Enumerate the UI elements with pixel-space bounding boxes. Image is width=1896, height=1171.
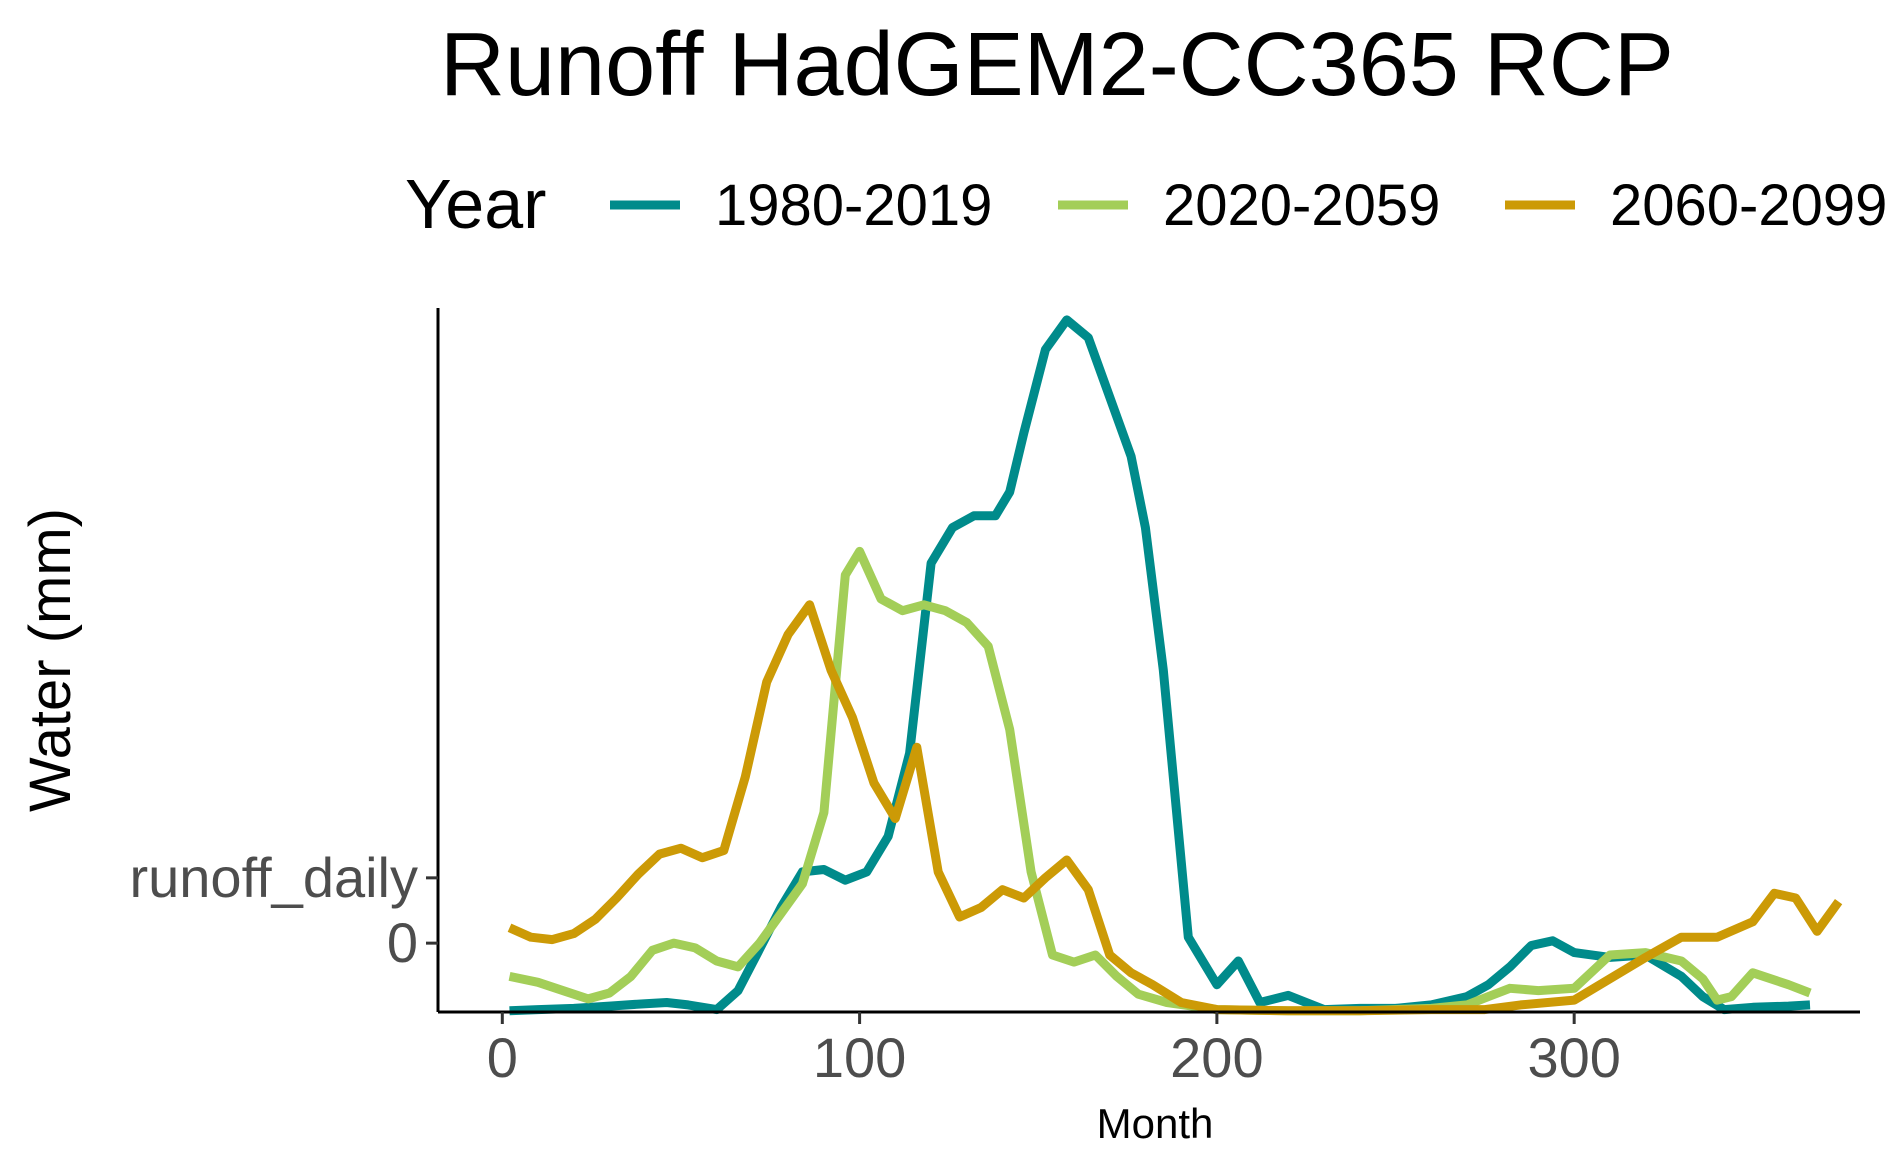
y-tick-label: 0 <box>387 911 418 974</box>
x-tick-label: 300 <box>1527 1026 1620 1089</box>
x-tick-label: 200 <box>1170 1026 1263 1089</box>
chart-title: Runoff HadGEM2-CC365 RCP <box>440 15 1674 115</box>
series-line-1980-2019 <box>509 315 1811 1016</box>
x-axis-ticks: 0 100 200 300 <box>487 1012 1621 1089</box>
y-tick-label: runoff_daily <box>129 846 418 909</box>
legend-title: Year <box>405 165 546 243</box>
legend-label-2020-2059: 2020-2059 <box>1163 173 1440 238</box>
legend-label-2060-2099: 2060-2099 <box>1610 173 1887 238</box>
series-layer <box>507 315 1843 1016</box>
x-axis-title: Month <box>1097 1100 1214 1147</box>
x-tick-label: 100 <box>813 1026 906 1089</box>
x-tick-label: 0 <box>487 1026 518 1089</box>
legend-label-1980-2019: 1980-2019 <box>715 173 992 238</box>
legend: Year 1980-2019 2020-2059 2060-2099 <box>405 165 1887 243</box>
series-line-2020-2059 <box>508 546 1812 1016</box>
series-line-2060-2099 <box>507 600 1843 1016</box>
y-axis-title: Water (mm) <box>18 508 83 812</box>
